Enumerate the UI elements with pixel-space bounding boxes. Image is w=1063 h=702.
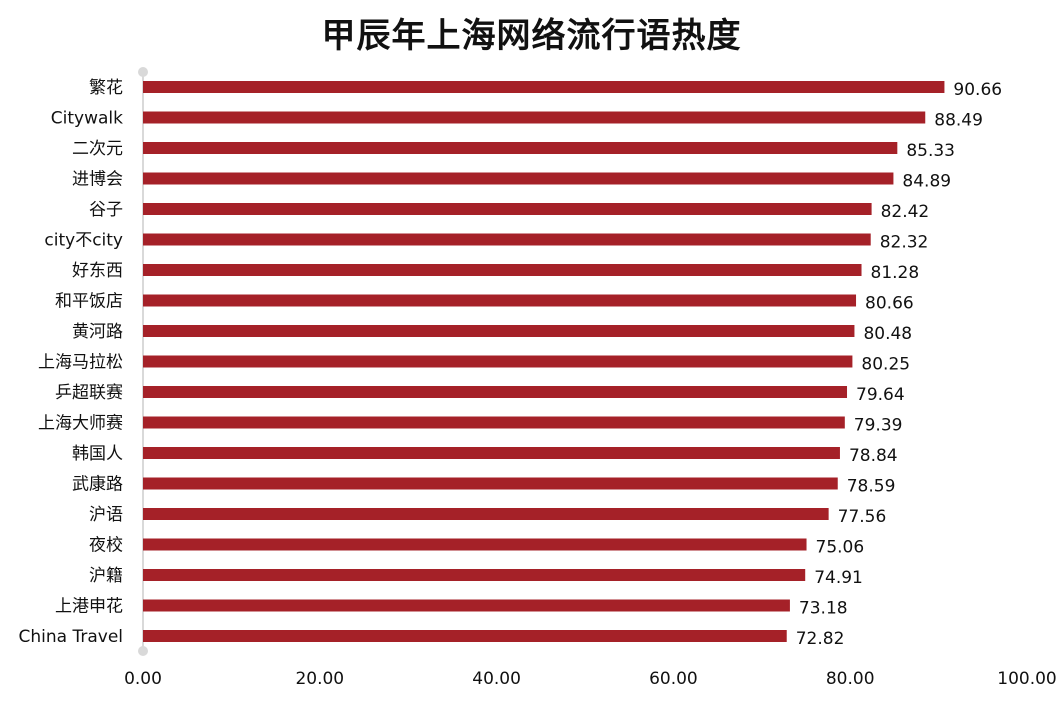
category-label: 乒超联赛 <box>55 382 123 403</box>
category-label: 和平饭店 <box>55 292 123 312</box>
bar <box>143 172 894 185</box>
category-label: 上海大师赛 <box>38 413 123 434</box>
data-label: 73.18 <box>799 599 848 619</box>
bar <box>143 386 848 398</box>
data-label: 82.42 <box>881 202 930 222</box>
data-label: 81.28 <box>871 263 920 283</box>
bar <box>143 233 871 246</box>
data-label: 77.56 <box>838 507 887 527</box>
data-label: 75.06 <box>816 538 865 558</box>
category-label: 夜校 <box>89 536 123 556</box>
bar <box>143 508 829 520</box>
x-tick-label: 0.00 <box>124 669 162 689</box>
x-tick-label: 60.00 <box>649 669 698 689</box>
y-axis-cap-bottom <box>138 646 148 656</box>
bar <box>143 325 855 337</box>
bars-layer <box>143 81 945 642</box>
x-tick-label: 20.00 <box>295 669 344 689</box>
category-label: 沪语 <box>89 505 123 525</box>
data-label: 85.33 <box>906 141 955 161</box>
data-label: 78.59 <box>847 477 896 497</box>
data-label: 90.66 <box>953 80 1002 100</box>
category-label: 韩国人 <box>72 444 123 464</box>
data-label: 88.49 <box>934 111 983 131</box>
category-label: 上海马拉松 <box>38 353 123 373</box>
bar <box>143 111 926 124</box>
x-tick-label: 40.00 <box>472 669 521 689</box>
bar <box>143 630 787 642</box>
category-label: 进博会 <box>72 170 123 190</box>
category-label: 谷子 <box>89 200 123 220</box>
bar <box>143 81 945 93</box>
bar <box>143 142 898 154</box>
bar <box>143 355 853 368</box>
data-label: 84.89 <box>902 172 951 192</box>
category-label: 黄河路 <box>72 322 123 342</box>
data-label: 72.82 <box>796 629 845 649</box>
bar <box>143 416 845 429</box>
chart-title: 甲辰年上海网络流行语热度 <box>321 16 742 56</box>
category-label: China Travel <box>19 627 124 647</box>
category-label: city不city <box>44 231 123 251</box>
category-label: 二次元 <box>72 139 123 159</box>
x-tick-label: 80.00 <box>826 669 875 689</box>
bar <box>143 203 872 215</box>
category-label: Citywalk <box>51 109 123 129</box>
data-label: 80.66 <box>865 294 914 314</box>
data-label: 80.48 <box>863 324 912 344</box>
data-label: 79.39 <box>854 416 903 436</box>
bar <box>143 538 807 551</box>
category-label: 好东西 <box>72 261 123 281</box>
data-label: 82.32 <box>880 233 929 253</box>
bar <box>143 264 862 276</box>
bar <box>143 294 857 307</box>
category-label: 武康路 <box>72 475 123 495</box>
data-label: 79.64 <box>856 385 905 405</box>
category-label: 沪籍 <box>89 566 123 586</box>
data-label: 78.84 <box>849 446 898 466</box>
bar <box>143 569 806 581</box>
data-label: 74.91 <box>814 568 863 588</box>
x-tick-label: 100.00 <box>997 669 1056 689</box>
bar <box>143 477 838 490</box>
labels-layer: 0.00 20.00 40.00 60.00 80.00 100.00 繁花 90.66 Cit… <box>19 78 1057 689</box>
bar <box>143 447 840 459</box>
category-label: 上港申花 <box>55 597 123 617</box>
bar <box>143 599 790 612</box>
category-label: 繁花 <box>89 78 123 98</box>
y-axis-cap-top <box>138 67 148 77</box>
data-label: 80.25 <box>861 355 910 375</box>
